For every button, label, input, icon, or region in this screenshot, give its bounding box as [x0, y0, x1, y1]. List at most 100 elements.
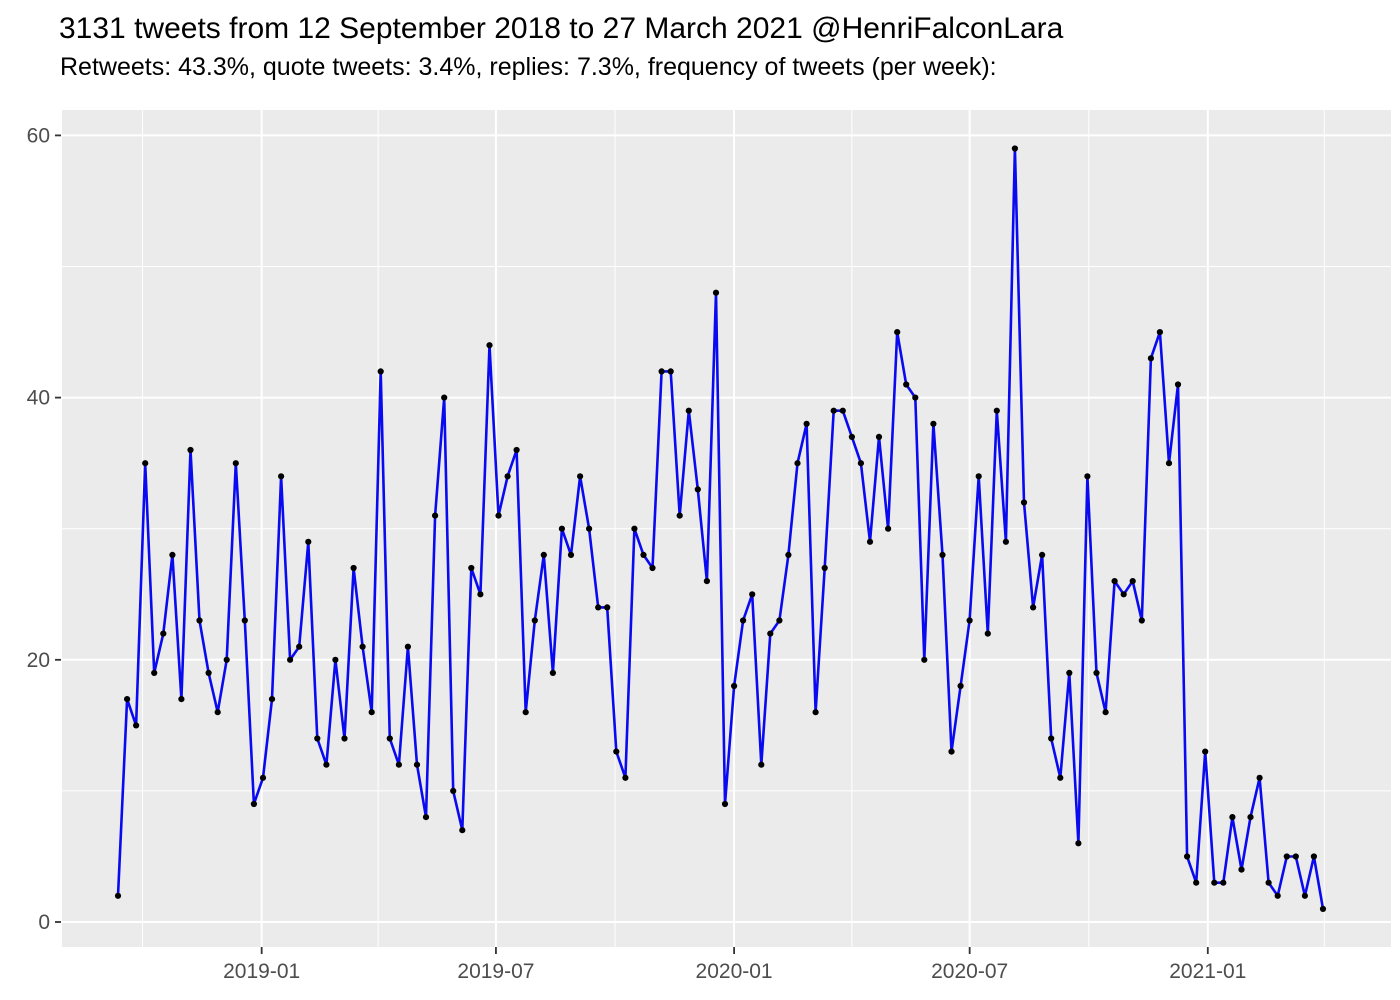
data-point [631, 525, 638, 532]
data-point [531, 617, 538, 624]
data-point [930, 420, 937, 427]
data-point [540, 551, 547, 559]
data-point [821, 564, 828, 572]
y-axis-label: 40 [27, 387, 50, 410]
data-point [984, 630, 991, 637]
data-point [776, 617, 783, 624]
data-point [857, 460, 865, 467]
data-point [912, 394, 919, 401]
data-point [1057, 774, 1064, 781]
data-point [477, 591, 484, 598]
x-axis-label: 2019-01 [223, 960, 300, 983]
data-point [214, 709, 221, 716]
y-axis-label: 60 [27, 124, 50, 147]
data-point [1030, 604, 1037, 611]
data-point [794, 460, 801, 467]
data-point [604, 604, 611, 611]
data-point [441, 394, 448, 401]
data-point [278, 473, 285, 480]
data-point [703, 578, 711, 585]
data-point [993, 407, 1000, 414]
data-point [649, 564, 656, 572]
data-point [413, 761, 421, 768]
data-point [1066, 669, 1073, 677]
data-point [558, 525, 566, 532]
data-point [658, 368, 665, 375]
data-point [495, 512, 502, 519]
data-point [160, 630, 167, 637]
data-point [640, 551, 647, 559]
data-point [124, 696, 131, 703]
data-point [1111, 578, 1118, 585]
data-point [894, 329, 901, 336]
data-point [921, 656, 928, 663]
data-point [586, 525, 593, 532]
data-point [459, 827, 466, 834]
data-point [296, 643, 303, 650]
data-point [957, 682, 964, 690]
data-point [885, 525, 892, 532]
data-point [812, 709, 819, 716]
data-point [187, 446, 194, 454]
data-point [1174, 381, 1182, 388]
data-point [522, 709, 529, 716]
data-point [513, 446, 520, 454]
x-axis-label: 2019-07 [457, 960, 534, 983]
data-point [268, 696, 276, 703]
data-point [178, 696, 185, 703]
data-point [1274, 892, 1281, 899]
data-point [332, 656, 339, 663]
data-point [613, 748, 620, 755]
data-point [1048, 735, 1055, 742]
data-point [567, 551, 575, 559]
data-point [232, 460, 239, 467]
data-point [939, 551, 946, 559]
data-point [1229, 814, 1236, 821]
data-point [1319, 905, 1327, 913]
data-point [1156, 329, 1163, 336]
data-point [1084, 473, 1091, 480]
data-point [694, 486, 701, 493]
data-point [721, 800, 729, 808]
y-axis-label: 0 [38, 911, 50, 934]
data-point [151, 669, 158, 677]
data-point [830, 407, 837, 414]
chart-subtitle: Retweets: 43.3%, quote tweets: 3.4%, rep… [60, 52, 997, 81]
data-point [1165, 460, 1173, 467]
data-point [1292, 853, 1299, 860]
data-point [549, 669, 557, 677]
data-point [595, 604, 602, 611]
data-point [685, 407, 692, 414]
x-axis-label: 2021-01 [1169, 960, 1246, 983]
data-point [450, 787, 457, 795]
data-point [287, 656, 294, 663]
data-point [205, 669, 212, 677]
data-point [676, 512, 683, 519]
data-point [767, 630, 774, 637]
data-point [966, 617, 973, 624]
data-point [1283, 853, 1290, 860]
data-point [1147, 355, 1154, 362]
data-point [323, 761, 330, 768]
data-point [1238, 866, 1245, 873]
x-axis-label: 2020-01 [696, 960, 773, 983]
data-point [785, 551, 792, 559]
chart-header: 3131 tweets from 12 September 2018 to 27… [59, 10, 1063, 82]
data-point [1184, 853, 1191, 860]
data-point [241, 617, 248, 624]
data-point [1256, 774, 1263, 781]
data-point [758, 761, 765, 768]
data-point [622, 774, 629, 781]
data-point [1265, 879, 1272, 886]
data-point [259, 774, 267, 781]
data-point [1301, 892, 1308, 899]
data-point [133, 722, 140, 729]
data-point [504, 473, 511, 480]
data-point [395, 761, 402, 768]
data-point [404, 643, 411, 650]
data-point [305, 538, 312, 545]
data-point [848, 433, 856, 440]
x-axis-label: 2020-07 [931, 960, 1008, 983]
data-point [749, 591, 756, 598]
